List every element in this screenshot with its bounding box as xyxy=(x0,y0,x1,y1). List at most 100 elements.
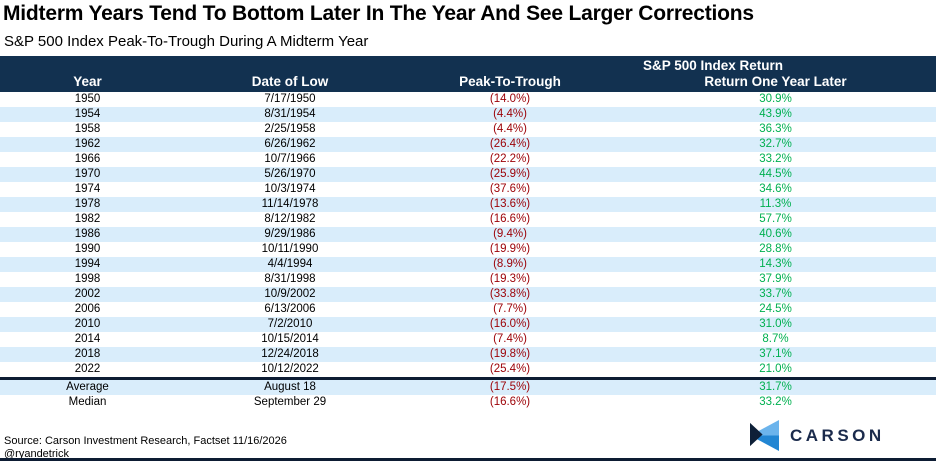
cell-return-one-year-later: 24.5% xyxy=(759,303,792,315)
cell-peak-to-trough: (22.2%) xyxy=(489,153,531,165)
cell-date-of-low: 7/17/1950 xyxy=(264,93,316,105)
cell-date-of-low: 8/31/1954 xyxy=(264,108,316,120)
cell-return-one-year-later: 14.3% xyxy=(759,258,792,270)
summary-divider xyxy=(0,377,936,380)
cell-year: 2018 xyxy=(74,348,101,360)
column-header-return-one-year-later: Return One Year Later xyxy=(704,74,847,89)
cell-peak-to-trough: (9.4%) xyxy=(493,228,527,240)
table-row: Median September 29 (16.6%) 33.2% xyxy=(0,395,936,410)
cell-peak-to-trough: (19.3%) xyxy=(489,273,531,285)
cell-return-one-year-later: 28.8% xyxy=(759,243,792,255)
cell-year: 2022 xyxy=(74,363,101,375)
chart-subtitle: S&P 500 Index Peak-To-Trough During A Mi… xyxy=(4,33,369,50)
table-row: 2022 10/12/2022 (25.4%) 21.0% xyxy=(0,362,936,377)
table-row: 2006 6/13/2006 (7.7%) 24.5% xyxy=(0,302,936,317)
cell-year: 1982 xyxy=(74,213,101,225)
cell-peak-to-trough: (19.8%) xyxy=(489,348,531,360)
cell-return-one-year-later: 40.6% xyxy=(759,228,792,240)
cell-return-one-year-later: 37.1% xyxy=(759,348,792,360)
cell-year: 1950 xyxy=(74,93,101,105)
table-body: 1950 7/17/1950 (14.0%) 30.9% 1954 8/31/1954 (4… xyxy=(0,92,936,377)
table-row: 1986 9/29/1986 (9.4%) 40.6% xyxy=(0,227,936,242)
table-header: S&P 500 Index Return Year Date of Low Pe… xyxy=(0,56,936,92)
group-header-sp500-index-return: S&P 500 Index Return xyxy=(642,58,784,73)
cell-return-one-year-later: 31.7% xyxy=(759,381,792,393)
cell-return-one-year-later: 33.2% xyxy=(759,396,792,408)
cell-date-of-low: 10/7/1966 xyxy=(264,153,316,165)
table-row: 1954 8/31/1954 (4.4%) 43.9% xyxy=(0,107,936,122)
carson-logo: CARSON xyxy=(750,419,885,452)
cell-peak-to-trough: (14.0%) xyxy=(489,93,531,105)
cell-date-of-low: 2/25/1958 xyxy=(264,123,316,135)
cell-date-of-low: 11/14/1978 xyxy=(261,198,319,210)
cell-year: 1970 xyxy=(74,168,101,180)
column-header-year: Year xyxy=(73,74,102,89)
cell-peak-to-trough: (13.6%) xyxy=(489,198,531,210)
cell-date-of-low: 12/24/2018 xyxy=(261,348,319,360)
table-row: 1950 7/17/1950 (14.0%) 30.9% xyxy=(0,92,936,107)
cell-date-of-low: 7/2/2010 xyxy=(267,318,313,330)
table-row: 2014 10/15/2014 (7.4%) 8.7% xyxy=(0,332,936,347)
cell-return-one-year-later: 21.0% xyxy=(759,363,792,375)
cell-year: 1994 xyxy=(74,258,101,270)
cell-peak-to-trough: (16.6%) xyxy=(489,396,531,408)
cell-date-of-low: 10/12/2022 xyxy=(261,363,319,375)
cell-peak-to-trough: (7.7%) xyxy=(493,303,527,315)
table-row: 1958 2/25/1958 (4.4%) 36.3% xyxy=(0,122,936,137)
table-summary: Average August 18 (17.5%) 31.7% Median Septem… xyxy=(0,380,936,410)
cell-return-one-year-later: 57.7% xyxy=(759,213,792,225)
cell-year: 1974 xyxy=(74,183,101,195)
table-row: 1970 5/26/1970 (25.9%) 44.5% xyxy=(0,167,936,182)
cell-year: 1954 xyxy=(74,108,101,120)
source-note: Source: Carson Investment Research, Fact… xyxy=(4,435,287,447)
cell-date-of-low: 6/26/1962 xyxy=(264,138,316,150)
cell-peak-to-trough: (4.4%) xyxy=(493,123,527,135)
table-row: 2018 12/24/2018 (19.8%) 37.1% xyxy=(0,347,936,362)
cell-year: 1966 xyxy=(74,153,101,165)
table-row: 2002 10/9/2002 (33.8%) 33.7% xyxy=(0,287,936,302)
cell-peak-to-trough: (25.4%) xyxy=(489,363,531,375)
table-row: 1962 6/26/1962 (26.4%) 32.7% xyxy=(0,137,936,152)
carson-logo-icon xyxy=(750,420,779,451)
cell-year: Median xyxy=(68,396,107,408)
cell-date-of-low: 10/3/1974 xyxy=(264,183,316,195)
cell-date-of-low: 8/12/1982 xyxy=(264,213,316,225)
column-header-date-of-low: Date of Low xyxy=(251,74,329,89)
cell-peak-to-trough: (16.6%) xyxy=(489,213,531,225)
cell-date-of-low: 10/15/2014 xyxy=(261,333,319,345)
carson-logo-text: CARSON xyxy=(790,425,885,445)
bottom-rule xyxy=(0,458,936,461)
cell-year: Average xyxy=(66,381,109,393)
author-handle: @ryandetrick xyxy=(4,448,69,460)
table-row: 1990 10/11/1990 (19.9%) 28.8% xyxy=(0,242,936,257)
table-row: 1974 10/3/1974 (37.6%) 34.6% xyxy=(0,182,936,197)
cell-return-one-year-later: 44.5% xyxy=(759,168,792,180)
cell-year: 1990 xyxy=(74,243,101,255)
cell-return-one-year-later: 33.2% xyxy=(759,153,792,165)
cell-return-one-year-later: 33.7% xyxy=(759,288,792,300)
cell-return-one-year-later: 31.0% xyxy=(759,318,792,330)
cell-year: 1958 xyxy=(74,123,101,135)
cell-peak-to-trough: (26.4%) xyxy=(489,138,531,150)
cell-date-of-low: 5/26/1970 xyxy=(264,168,316,180)
cell-return-one-year-later: 43.9% xyxy=(759,108,792,120)
cell-date-of-low: 4/4/1994 xyxy=(267,258,313,270)
table-row: 1966 10/7/1966 (22.2%) 33.2% xyxy=(0,152,936,167)
cell-date-of-low: 10/11/1990 xyxy=(261,243,319,255)
cell-peak-to-trough: (8.9%) xyxy=(493,258,527,270)
table-row: 1978 11/14/1978 (13.6%) 11.3% xyxy=(0,197,936,212)
cell-date-of-low: 8/31/1998 xyxy=(264,273,316,285)
column-header-row: Year Date of Low Peak-To-Trough Return O… xyxy=(0,74,936,89)
cell-peak-to-trough: (17.5%) xyxy=(489,381,531,393)
cell-return-one-year-later: 30.9% xyxy=(759,93,792,105)
cell-year: 1986 xyxy=(74,228,101,240)
cell-return-one-year-later: 32.7% xyxy=(759,138,792,150)
cell-year: 1998 xyxy=(74,273,101,285)
cell-year: 2002 xyxy=(74,288,101,300)
cell-year: 1962 xyxy=(74,138,101,150)
cell-peak-to-trough: (25.9%) xyxy=(489,168,531,180)
cell-return-one-year-later: 34.6% xyxy=(759,183,792,195)
cell-return-one-year-later: 37.9% xyxy=(759,273,792,285)
cell-peak-to-trough: (7.4%) xyxy=(493,333,527,345)
